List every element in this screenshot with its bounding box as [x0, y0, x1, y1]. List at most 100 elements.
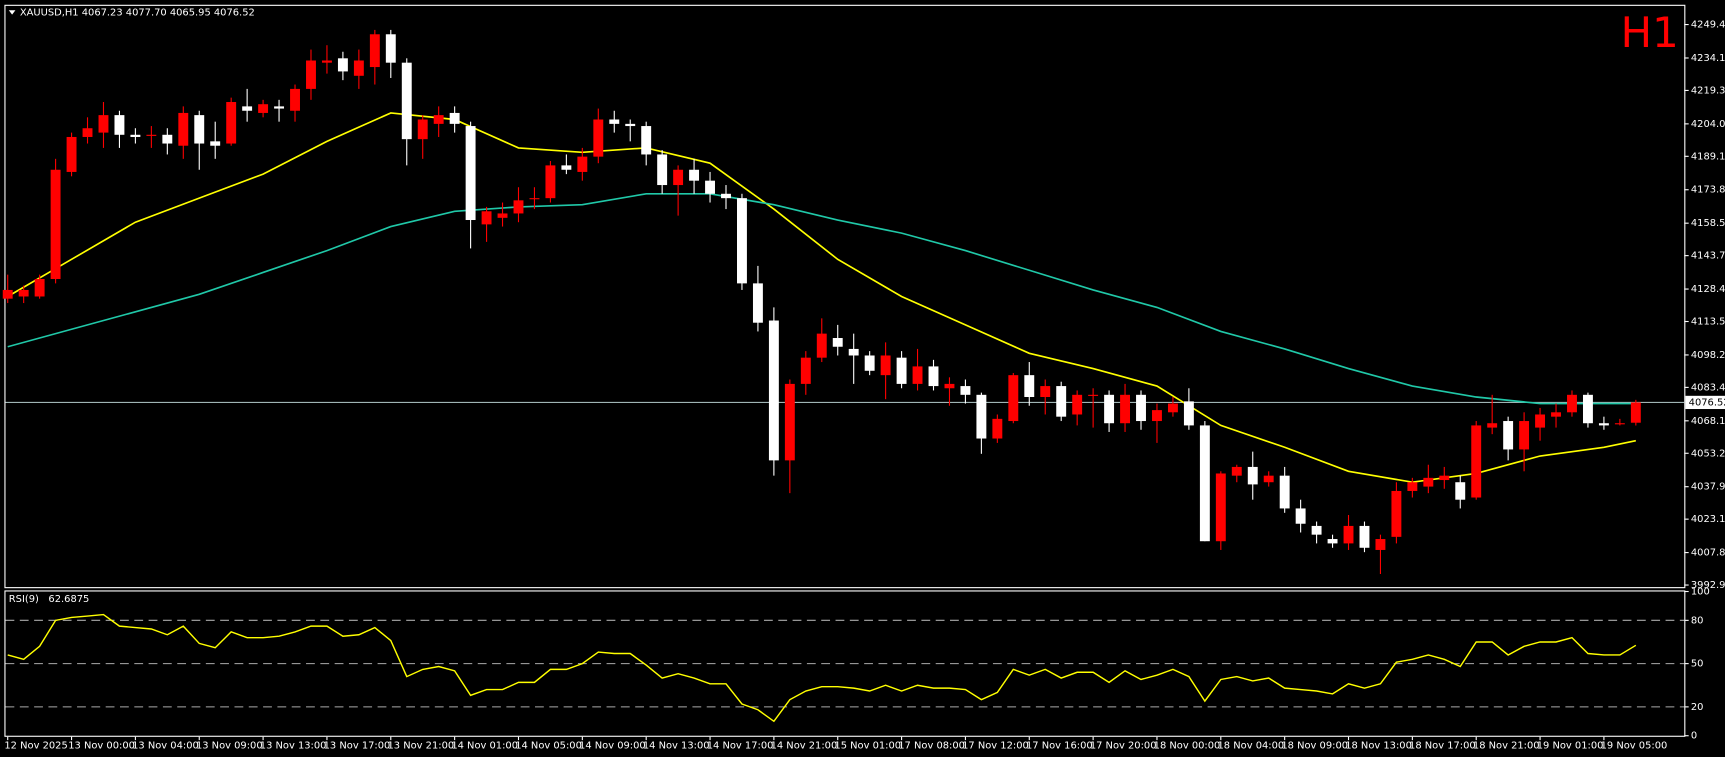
candle-body: [1535, 414, 1546, 428]
candle-body: [1008, 375, 1019, 422]
candle-body: [1263, 475, 1274, 483]
candle-body: [529, 198, 540, 200]
candle-body: [114, 115, 125, 135]
y-tick-label: 4219.30: [1691, 85, 1725, 96]
candle-body: [274, 106, 285, 109]
moving-average-line: [7, 112, 1636, 484]
candle-body: [1247, 466, 1258, 485]
y-tick-label: 4204.00: [1691, 119, 1725, 130]
rsi-y-tick-label: 0: [1691, 731, 1697, 742]
x-tick-label: 18 Nov 13:00: [1345, 741, 1412, 752]
y-tick-label: 4098.25: [1691, 350, 1725, 361]
x-tick-label: 15 Nov 01:00: [834, 741, 901, 752]
y-tick-label: 4083.40: [1691, 382, 1725, 393]
candle-body: [481, 211, 492, 225]
x-tick-label: 14 Nov 17:00: [707, 741, 774, 752]
candle-body: [657, 154, 668, 186]
candle-body: [321, 60, 332, 63]
x-tick-label: 19 Nov 05:00: [1601, 741, 1668, 752]
candle-body: [337, 58, 348, 72]
candle-body: [258, 104, 269, 113]
x-tick-label: 14 Nov 01:00: [451, 741, 518, 752]
candle-body: [625, 123, 636, 127]
candle-body: [34, 279, 45, 297]
candle-body: [545, 165, 556, 199]
candle-body: [1183, 401, 1194, 426]
rsi-y-tick-label: 20: [1691, 702, 1704, 713]
y-tick-label: 4023.10: [1691, 514, 1725, 525]
candle-body: [992, 418, 1003, 439]
candle-body: [976, 394, 987, 439]
x-tick-label: 19 Nov 01:00: [1537, 741, 1604, 752]
candle-body: [433, 115, 444, 124]
y-tick-label: 4113.55: [1691, 317, 1725, 328]
candle-body: [577, 156, 588, 172]
x-tick-label: 14 Nov 21:00: [771, 741, 838, 752]
candle-body: [864, 355, 875, 371]
candle-body: [1311, 525, 1322, 535]
x-tick-label: 13 Nov 00:00: [68, 741, 135, 752]
candle-body: [1423, 477, 1434, 487]
candle-body: [800, 357, 811, 384]
candle-body: [290, 88, 300, 111]
x-tick-label: 14 Nov 05:00: [515, 741, 582, 752]
candle-body: [848, 348, 859, 356]
x-tick-label: 14 Nov 09:00: [579, 741, 646, 752]
y-tick-label: 4173.85: [1691, 185, 1725, 196]
candle-body: [1519, 421, 1530, 450]
candle-body: [98, 115, 109, 133]
candle-body: [497, 213, 508, 218]
candle-body: [944, 383, 955, 389]
y-tick-label: 4007.80: [1691, 548, 1725, 559]
candle-body: [1455, 482, 1466, 500]
candle-body: [417, 119, 428, 140]
candle-body: [1582, 394, 1593, 424]
y-tick-label: 4158.55: [1691, 218, 1725, 229]
candle-body: [1391, 490, 1402, 537]
rsi-y-tick-label: 100: [1691, 587, 1710, 598]
candle-body: [1167, 403, 1178, 413]
candle-body: [561, 165, 572, 170]
x-tick-label: 17 Nov 16:00: [1026, 741, 1093, 752]
x-tick-label: 12 Nov 2025: [4, 741, 67, 752]
candle-body: [210, 141, 221, 146]
y-tick-label: 4037.95: [1691, 482, 1725, 493]
candle-body: [1136, 394, 1146, 422]
candles-layer: [2, 29, 1641, 574]
candle-body: [1120, 394, 1131, 424]
candle-body: [306, 60, 316, 89]
candle-body: [1343, 525, 1354, 544]
candle-body: [1551, 412, 1561, 417]
candle-body: [1056, 386, 1067, 417]
current-price-tag: [1685, 395, 1725, 410]
candle-body: [226, 102, 237, 144]
chart-header: XAUUSD,H1 4067.23 4077.70 4065.95 4076.5…: [20, 7, 255, 18]
y-tick-label: 3992.95: [1691, 580, 1725, 591]
candle-body: [1375, 539, 1386, 550]
x-tick-label: 13 Nov 09:00: [196, 741, 263, 752]
candle-body: [593, 119, 604, 157]
candle-body: [1439, 475, 1450, 481]
lines-layer: [5, 112, 1685, 723]
candle-body: [1407, 482, 1418, 491]
candle-body: [737, 198, 747, 284]
candle-body: [353, 60, 364, 76]
x-tick-label: 18 Nov 21:00: [1473, 741, 1540, 752]
candle-body: [2, 289, 13, 299]
candle-body: [1359, 525, 1370, 548]
axis-layer: 4249.45 4234.15 4219.30 4204.00 4189.15 4173.…: [4, 20, 1725, 752]
candle-body: [385, 34, 396, 63]
candle-body: [641, 126, 652, 155]
x-tick-label: 18 Nov 04:00: [1218, 741, 1285, 752]
candle-body: [130, 134, 141, 137]
x-tick-label: 13 Nov 21:00: [387, 741, 454, 752]
moving-average-line: [7, 192, 1636, 405]
candle-body: [1072, 394, 1083, 415]
candle-body: [1471, 425, 1482, 498]
candle-body: [146, 134, 157, 136]
candle-body: [689, 169, 700, 181]
candle-body: [1487, 423, 1498, 428]
rsi-value: 62.6875: [48, 594, 89, 605]
